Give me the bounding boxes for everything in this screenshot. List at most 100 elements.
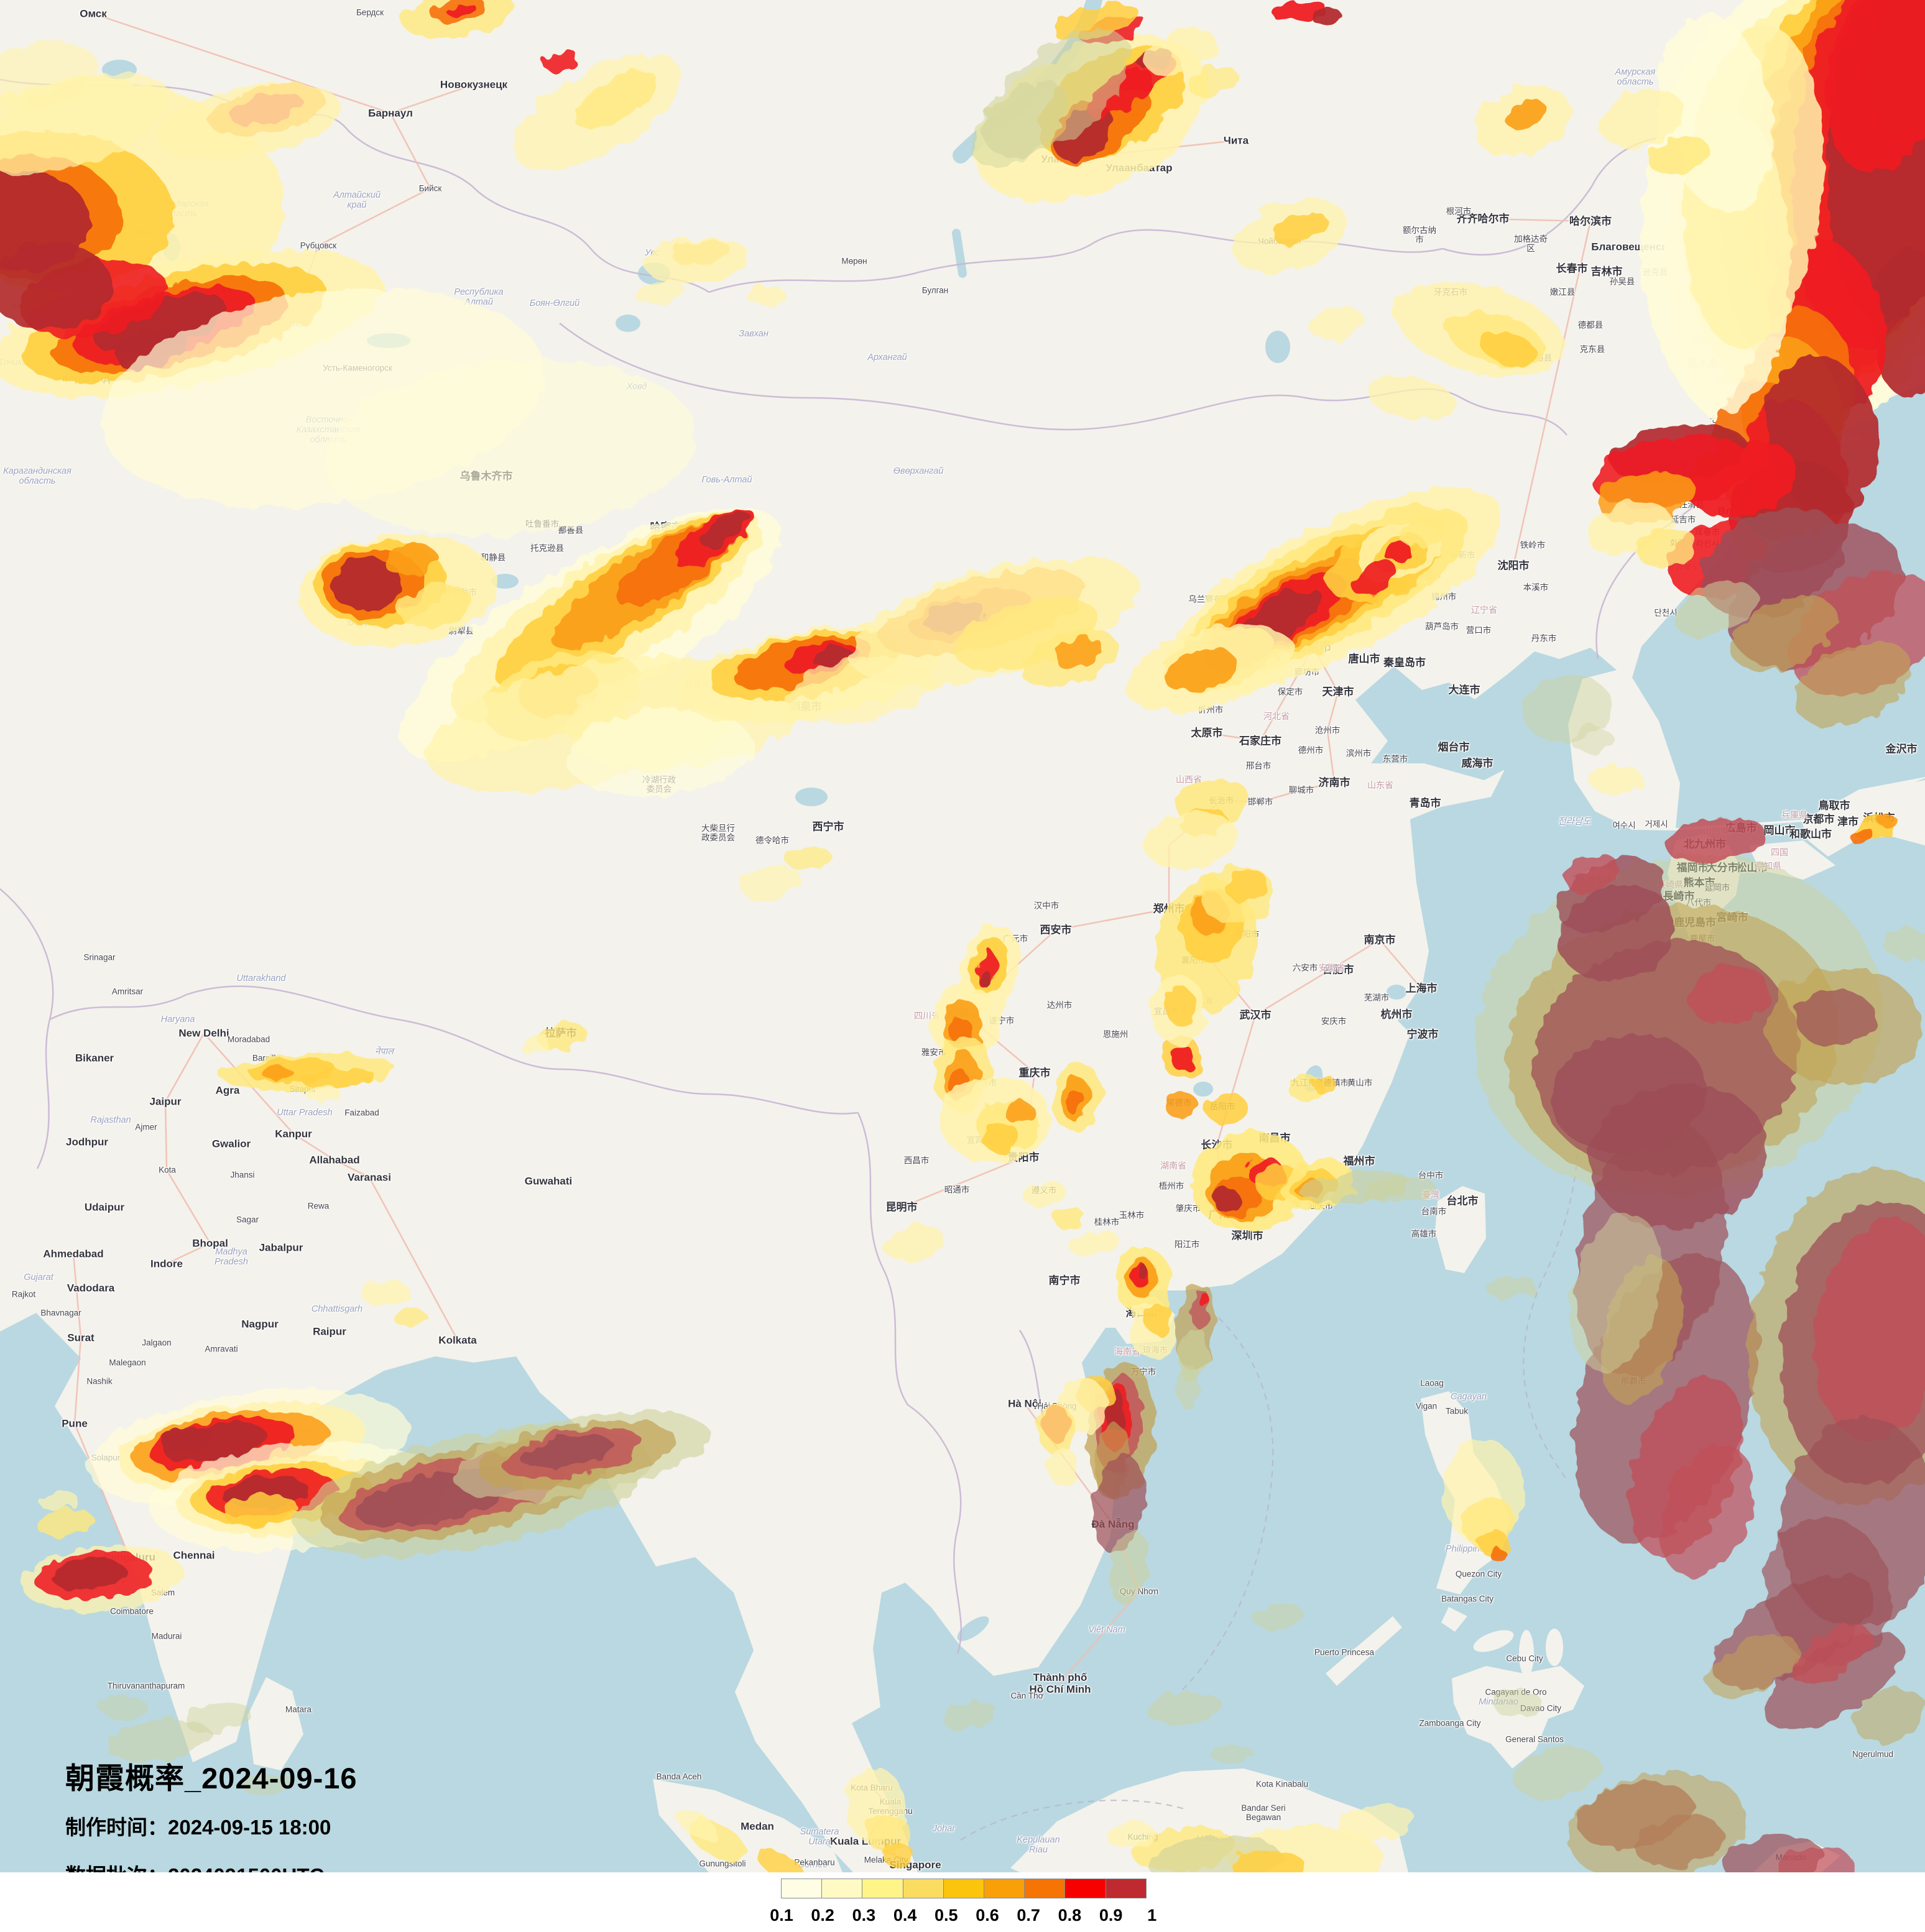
- heat-cell: [384, 543, 436, 576]
- map-label: 桂林市: [1094, 1217, 1120, 1227]
- map-label: Sumatera Utara: [800, 1826, 839, 1847]
- heat-cell: [1599, 88, 1684, 148]
- map-label: Agra: [215, 1084, 240, 1097]
- map-label: 孙吴县: [1609, 277, 1635, 287]
- heat-cell: [1093, 1455, 1145, 1554]
- heat-cell: [1225, 870, 1268, 902]
- map-label: 西昌市: [903, 1156, 930, 1166]
- heat-cell: [1590, 764, 1643, 796]
- map-label: Kota: [159, 1165, 176, 1175]
- heat-cell: [445, 2, 475, 16]
- heat-cell: [971, 82, 1068, 167]
- heat-cell: [0, 42, 99, 108]
- map-label: 岡山市: [1763, 824, 1796, 837]
- legend-tick-label: 0.2: [811, 1906, 834, 1925]
- legend-tick-label: 0.8: [1058, 1906, 1082, 1925]
- map-label: Барнаул: [368, 107, 413, 119]
- map-label: Bikaner: [75, 1052, 114, 1064]
- map-label: Hà Nội: [1008, 1397, 1041, 1410]
- map-label: Uttar Pradesh: [277, 1107, 333, 1118]
- map-label: 大柴旦行 政委员会: [701, 823, 735, 842]
- map-label: 단천시: [1654, 608, 1678, 618]
- heat-cell: [305, 1087, 342, 1102]
- map-label: Kepulauan Riau: [1017, 1834, 1060, 1855]
- map-label: Pune: [62, 1417, 88, 1430]
- heat-cell: [1522, 676, 1612, 742]
- heat-cell: [1853, 1689, 1925, 1742]
- map-label: Gwalior: [211, 1138, 251, 1150]
- map-label: 本溪市: [1523, 582, 1549, 592]
- map-label: 深圳市: [1231, 1230, 1263, 1242]
- batch-label: 数据批次：: [65, 1864, 168, 1872]
- map-label: 铁岭市: [1520, 540, 1546, 550]
- heat-cell: [1513, 1747, 1602, 1799]
- heat-cell: [746, 286, 786, 306]
- heat-cell: [566, 708, 752, 796]
- legend-tick-label: 0.6: [976, 1906, 999, 1925]
- map-label: Thành phố Hồ Chí Minh: [1029, 1671, 1091, 1695]
- map-label: 合肥市: [1322, 964, 1354, 976]
- map-label: Borneo: [798, 1859, 828, 1870]
- map-label: 天津市: [1322, 686, 1354, 698]
- heat-cell: [1850, 828, 1875, 845]
- map-label: 和歌山市: [1789, 828, 1832, 840]
- legend-color-cell: [781, 1879, 823, 1898]
- map-label: Vigan: [1415, 1401, 1438, 1411]
- map-label: Ngerulmud: [1852, 1749, 1894, 1759]
- map-label: 玉林市: [1119, 1210, 1145, 1220]
- heat-cell: [106, 1719, 211, 1762]
- heat-cell: [883, 1225, 945, 1261]
- heat-cell: [676, 1810, 716, 1839]
- heat-cell: [1492, 1690, 1542, 1717]
- map-label: 전라남도: [1558, 816, 1591, 827]
- map-label: Pekanbaru: [794, 1857, 835, 1867]
- map-label: Jabalpur: [259, 1241, 303, 1254]
- map-label: 唐山市: [1348, 653, 1380, 665]
- map-label: Srinagar: [83, 952, 116, 962]
- heat-cell: [1106, 1822, 1155, 1848]
- map-label: 威海市: [1461, 757, 1493, 770]
- map-label: 丹东市: [1531, 633, 1557, 643]
- map-label: Говь-Алтай: [701, 474, 752, 485]
- map-label: Новокузнецк: [440, 78, 508, 91]
- map-label: 武汉市: [1239, 1009, 1272, 1021]
- map-label: 거제시: [1645, 819, 1668, 829]
- map-label: 肇庆市: [1175, 1203, 1201, 1213]
- map-label: 宁波市: [1406, 1028, 1439, 1041]
- map-label: Surat: [67, 1332, 95, 1344]
- heat-cell: [1570, 726, 1613, 753]
- map-label: 东营市: [1382, 754, 1408, 764]
- map-label: Карагандинская область: [3, 466, 72, 486]
- map-label: 青岛市: [1409, 797, 1441, 809]
- map-label: 聊城市: [1288, 785, 1314, 795]
- map-label: 沧州市: [1314, 725, 1341, 735]
- map-label: 烟台市: [1438, 741, 1470, 753]
- heat-cell: [1048, 1448, 1079, 1486]
- map-label: 河北省: [1263, 711, 1290, 722]
- heat-cell: [883, 1843, 914, 1868]
- heat-cell: [1231, 1850, 1306, 1872]
- data-batch-line: 数据批次：2024091500UTC: [65, 1859, 358, 1872]
- heat-cell: [1666, 816, 1766, 865]
- map-label: 恩施州: [1102, 1029, 1129, 1039]
- map-label: Ajmer: [135, 1122, 157, 1132]
- map-label: 根河市: [1446, 206, 1472, 216]
- heat-cell: [393, 1309, 428, 1327]
- map-label: Vadodara: [67, 1282, 115, 1294]
- map-label: Булган: [921, 285, 949, 295]
- map-label: New Delhi: [178, 1027, 229, 1039]
- map-label: Бийск: [418, 183, 442, 193]
- heat-cell: [1814, 1219, 1925, 1442]
- produced-value: 2024-09-15 18:00: [168, 1816, 331, 1839]
- heat-cell: [1065, 1089, 1084, 1114]
- map-label: 额尔古纳 市: [1403, 225, 1436, 244]
- map-label: नेपाल: [375, 1046, 394, 1057]
- map-label: 台北市: [1446, 1195, 1479, 1207]
- map-label: 滨州市: [1346, 748, 1372, 758]
- heat-cell: [1659, 1445, 1755, 1576]
- map-label: Nagpur: [241, 1318, 279, 1330]
- map-label: Nashik: [86, 1376, 113, 1386]
- heat-cell: [574, 70, 657, 129]
- legend-color-cell: [902, 1879, 944, 1898]
- map-label: Medan: [741, 1820, 774, 1833]
